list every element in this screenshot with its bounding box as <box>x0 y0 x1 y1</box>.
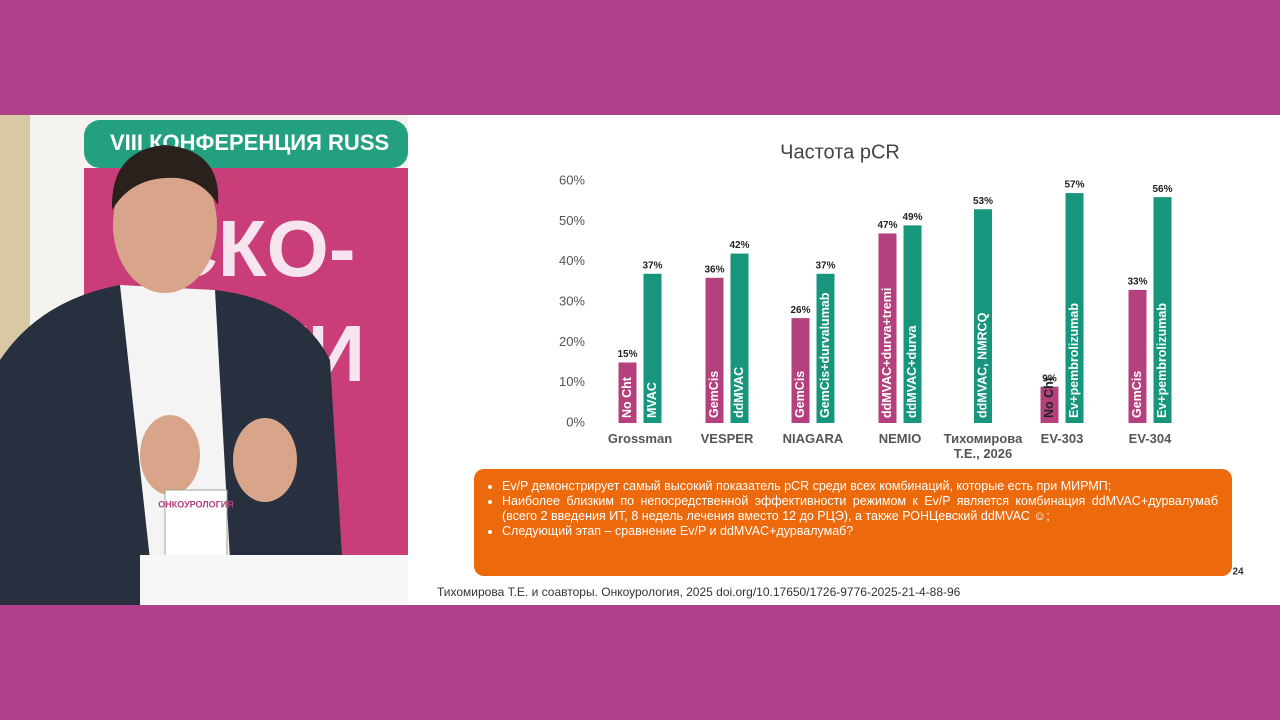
x-tick-label: VESPER <box>700 431 754 446</box>
value-label: 33% <box>1127 277 1147 288</box>
x-tick-label-box: EV-303 <box>1040 431 1084 446</box>
x-tick-label-box: EV-304 <box>1128 431 1172 446</box>
bar-label: GemCis <box>707 371 721 418</box>
speaker-hand <box>233 418 297 502</box>
bullet-list: Ev/P демонстрирует самый высокий показат… <box>488 479 1218 539</box>
bar <box>1040 386 1059 423</box>
x-tick-label-box: NIAGARA <box>782 431 844 446</box>
bar-label: MVAC <box>645 382 659 418</box>
x-tick-label: EV-303 <box>1040 431 1084 446</box>
bar <box>730 253 749 423</box>
bar-label: GemCis <box>1130 371 1144 418</box>
speaker-hair <box>111 145 219 210</box>
y-tick-label: 60% <box>559 172 585 187</box>
bar <box>618 362 637 423</box>
value-label: 56% <box>1152 184 1172 195</box>
bar-label: ddMVAC <box>732 367 746 418</box>
bar-label: ddMVAC+durva+tremi <box>880 288 894 418</box>
summary-box: Ev/P демонстрирует самый высокий показат… <box>474 469 1232 576</box>
speaker-hand <box>140 415 200 495</box>
bar <box>705 277 724 423</box>
value-label: 37% <box>642 260 662 271</box>
bar <box>878 233 897 423</box>
bar <box>1065 193 1084 423</box>
x-tick-label: EV-304 <box>1128 431 1172 446</box>
value-label: 47% <box>877 220 897 231</box>
podium <box>140 555 408 605</box>
value-label: 57% <box>1064 180 1084 191</box>
bar <box>1153 197 1172 423</box>
x-tick-label: NEMIO <box>878 431 922 446</box>
x-tick-label: NIAGARA <box>782 431 844 446</box>
chart-title: Частота pCR <box>780 141 900 163</box>
badge-text: ОНКОУРОЛОГИЯ <box>158 499 233 509</box>
x-tick-label-box: VESPER <box>700 431 754 446</box>
bar-label: ddMVAC, NMRCQ <box>975 312 989 418</box>
value-label: 15% <box>617 349 637 360</box>
y-tick-label: 30% <box>559 293 585 308</box>
bar <box>974 209 992 423</box>
bar <box>903 225 922 423</box>
value-label: 42% <box>729 240 749 251</box>
bar-label: ddMVAC+durva <box>905 324 919 418</box>
x-tick-label: Тихомирова Т.Е., 2026 <box>943 431 1023 461</box>
bar <box>816 273 835 423</box>
video-frame: VIII КОНФЕРЕНЦИЯ RUSS СКО- ОГИ ОНКОУРОЛО… <box>0 115 1280 605</box>
bar <box>791 318 810 423</box>
value-label: 37% <box>815 260 835 271</box>
bar-label: Ev+pembrolizumab <box>1067 303 1081 418</box>
value-label: 9% <box>1042 373 1057 384</box>
bar-label: No Cht <box>1042 376 1056 418</box>
badge <box>164 489 228 566</box>
x-tick-label-box: Grossman <box>607 431 673 446</box>
bullet: Наиболее близким по непосредственной эфф… <box>502 494 1218 524</box>
bar <box>1128 289 1147 423</box>
x-tick-label: Grossman <box>607 431 673 446</box>
y-tick-label: 40% <box>559 253 585 268</box>
x-tick-label-box: Тихомирова Т.Е., 2026 <box>943 431 1023 461</box>
y-tick-label: 10% <box>559 374 585 389</box>
value-label: 49% <box>902 212 922 223</box>
value-label: 36% <box>704 264 724 275</box>
bullet: Ev/P демонстрирует самый высокий показат… <box>502 479 1218 494</box>
x-tick-label-box: NEMIO <box>878 431 922 446</box>
value-label: 26% <box>790 305 810 316</box>
citation: Тихомирова Т.Е. и соавторы. Онкоурология… <box>437 585 961 599</box>
bar-label: Ev+pembrolizumab <box>1155 303 1169 418</box>
bar-label: No Cht <box>620 376 634 418</box>
y-tick-label: 0% <box>566 414 585 429</box>
y-tick-label: 50% <box>559 213 585 228</box>
value-label: 53% <box>973 196 993 207</box>
bar <box>643 273 662 423</box>
bullet: Следующий этап – сравнение Ev/P и ddMVAC… <box>502 524 1218 539</box>
slide-number: 24 <box>1232 567 1244 578</box>
bar-label: GemCis <box>793 371 807 418</box>
speaker-head <box>113 157 217 293</box>
y-tick-label: 20% <box>559 334 585 349</box>
bar-label: GemCis+durvalumab <box>818 292 832 418</box>
